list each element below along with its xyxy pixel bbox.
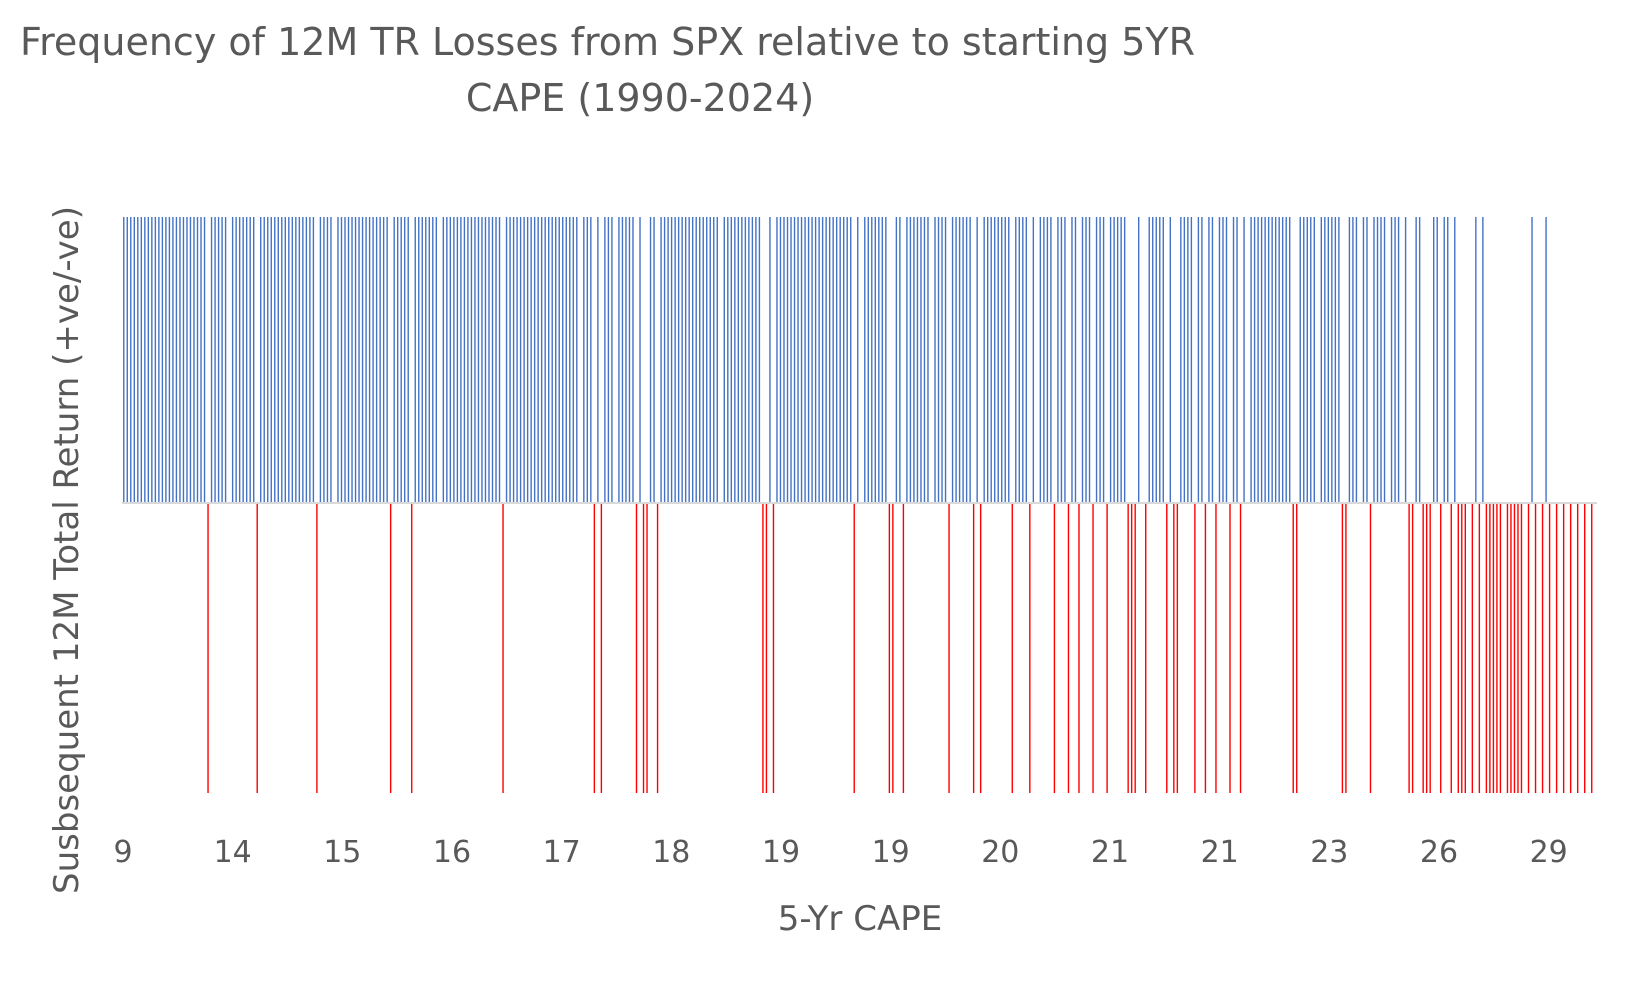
- bars-group: [123, 217, 1593, 793]
- chart-title-line1: Frequency of 12M TR Losses from SPX rela…: [20, 20, 1196, 64]
- x-tick-label: 14: [214, 835, 252, 870]
- x-tick-label: 19: [762, 835, 800, 870]
- x-tick-labels: 9 14 15 16 17 18 19 19 20 21 21 23 26 29: [113, 835, 1567, 870]
- chart-title-line2: CAPE (1990-2024): [465, 76, 815, 120]
- x-tick-label: 17: [543, 835, 581, 870]
- x-tick-label: 21: [1091, 835, 1129, 870]
- x-tick-label: 26: [1420, 835, 1458, 870]
- x-tick-label: 18: [652, 835, 690, 870]
- x-tick-label: 16: [433, 835, 471, 870]
- x-axis-title: 5-Yr CAPE: [778, 899, 942, 939]
- x-tick-label: 23: [1310, 835, 1348, 870]
- x-tick-label: 20: [981, 835, 1019, 870]
- x-tick-label: 19: [872, 835, 910, 870]
- x-tick-label: 9: [113, 835, 132, 870]
- x-tick-label: 15: [323, 835, 361, 870]
- y-axis-title: Susbsequent 12M Total Return (+ve/-ve): [47, 206, 87, 894]
- x-tick-label: 29: [1530, 835, 1568, 870]
- x-tick-label: 21: [1201, 835, 1239, 870]
- chart-title: Frequency of 12M TR Losses from SPX rela…: [10, 14, 1270, 126]
